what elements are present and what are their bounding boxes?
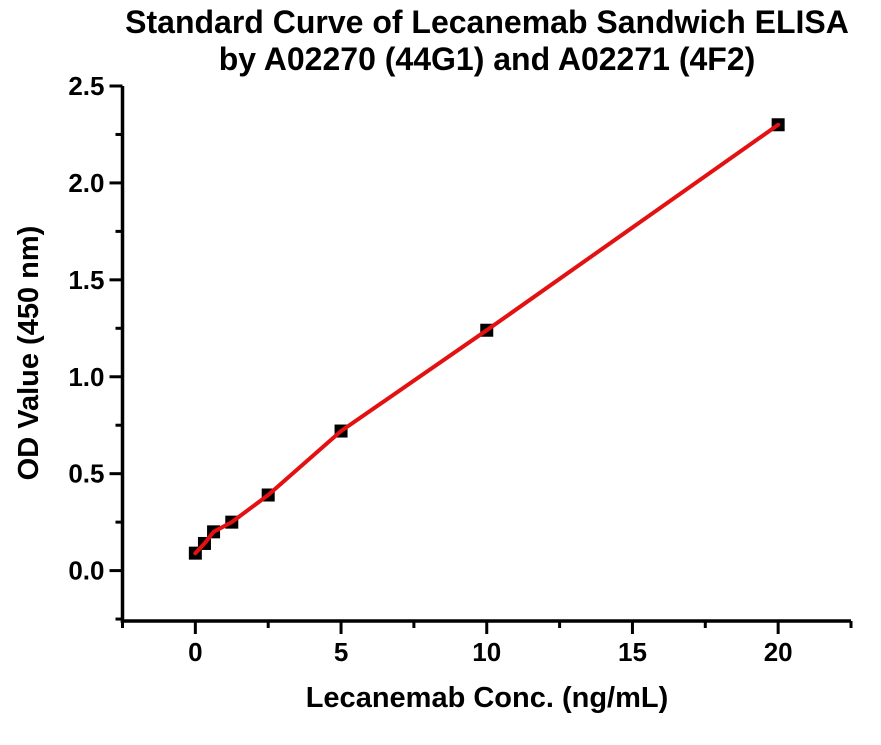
- x-axis-label: Lecanemab Conc. (ng/mL): [306, 682, 669, 714]
- y-tick-label: 2.5: [68, 71, 104, 101]
- x-tick-label: 15: [618, 637, 647, 667]
- y-tick-label: 0.5: [68, 459, 104, 489]
- chart-title-line1: Standard Curve of Lecanemab Sandwich ELI…: [125, 4, 849, 40]
- x-tick-label: 5: [334, 637, 348, 667]
- y-tick-label: 1.0: [68, 362, 104, 392]
- x-tick-label: 10: [472, 637, 501, 667]
- y-axis-label: OD Value (450 nm): [13, 226, 45, 481]
- y-tick-label: 2.0: [68, 168, 104, 198]
- y-tick-label: 0.0: [68, 556, 104, 586]
- plot-series: [188, 118, 785, 560]
- axes: 0 5 10 15 20 0.0 0.5 1.0 1.5 2.0 2.5: [68, 71, 853, 667]
- x-tick-label: 20: [764, 637, 793, 667]
- x-tick-label: 0: [188, 637, 202, 667]
- chart-title-line2: by A02270 (44G1) and A02271 (4F2): [219, 41, 756, 77]
- fit-line: [193, 122, 781, 556]
- y-tick-label: 1.5: [68, 265, 104, 295]
